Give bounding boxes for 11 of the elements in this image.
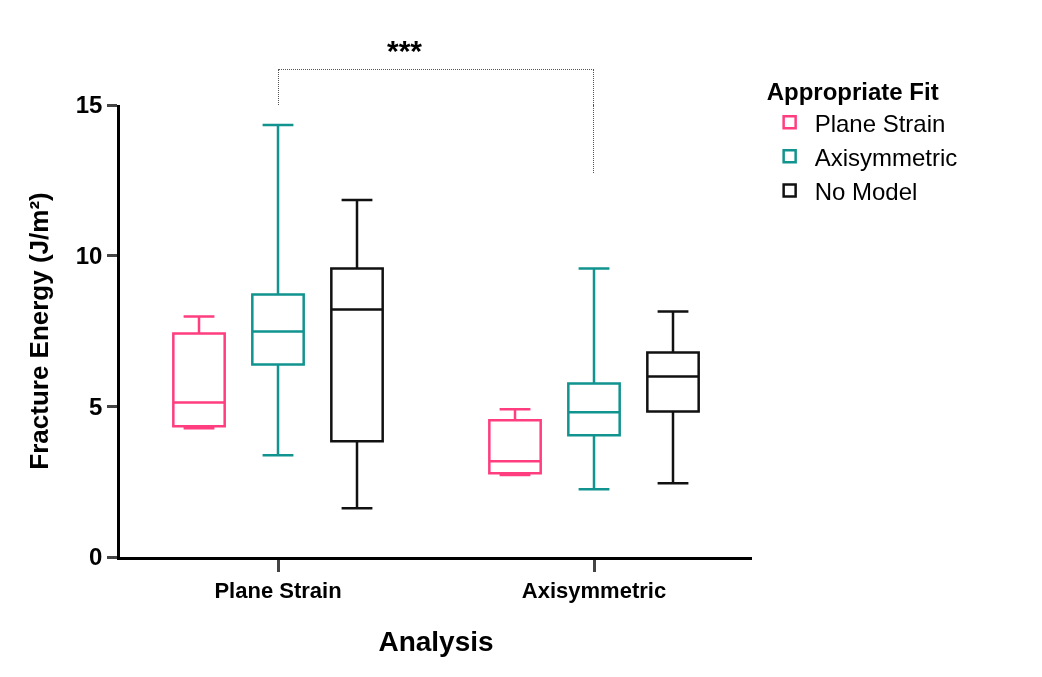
legend-label: Plane Strain bbox=[814, 109, 946, 137]
y-tick-label: 15 bbox=[75, 91, 103, 119]
y-axis-title: Fracture Energy (J/m²) bbox=[24, 192, 55, 470]
legend-title: Appropriate Fit bbox=[766, 78, 939, 106]
x-axis-title: Analysis bbox=[378, 626, 494, 658]
y-tick-label: 0 bbox=[89, 543, 103, 571]
legend-label: Axisymmetric bbox=[814, 143, 958, 171]
legend-label: No Model bbox=[814, 177, 918, 205]
y-tick-label: 10 bbox=[75, 242, 103, 270]
y-tick-label: 5 bbox=[89, 392, 103, 420]
text: *** bbox=[387, 34, 423, 67]
